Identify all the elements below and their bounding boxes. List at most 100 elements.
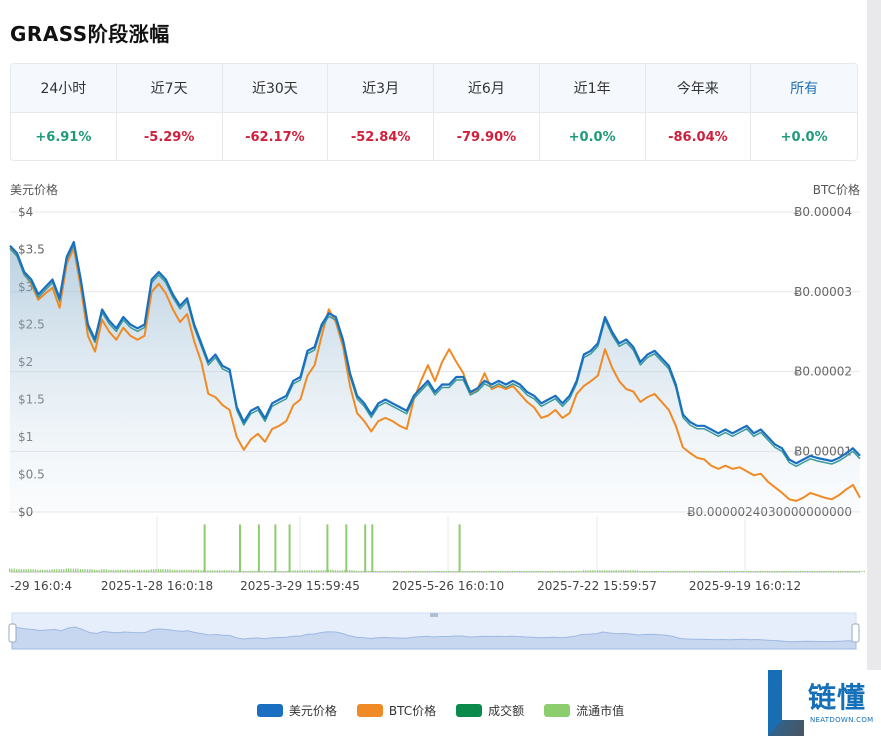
legend-item[interactable]: 美元价格 <box>256 702 337 719</box>
market-cap-bar <box>514 570 516 572</box>
market-cap-bar <box>811 570 813 572</box>
period-change-1: -5.29% <box>117 113 223 160</box>
market-cap-bar <box>825 570 828 572</box>
market-cap-bar <box>679 570 681 572</box>
market-cap-bar <box>301 570 303 572</box>
market-cap-bar <box>717 570 719 572</box>
market-cap-bar <box>785 570 787 572</box>
market-cap-bar <box>537 570 539 572</box>
market-cap-bar <box>323 570 325 572</box>
period-tab-5[interactable]: 近1年 <box>539 64 646 113</box>
market-cap-bar <box>604 570 606 572</box>
market-cap-bar <box>34 569 37 572</box>
period-tab-6[interactable]: 今年来 <box>645 64 752 113</box>
market-cap-bar <box>426 570 429 572</box>
period-tab-7[interactable]: 所有 <box>751 64 857 113</box>
market-cap-bar <box>613 570 615 572</box>
market-cap-bar <box>339 570 341 572</box>
market-cap-bar <box>445 570 447 572</box>
market-cap-bar <box>16 569 18 572</box>
market-cap-bar <box>466 570 469 572</box>
market-cap-bar <box>559 570 561 572</box>
market-cap-bar <box>294 570 296 572</box>
market-cap-bar <box>691 570 693 572</box>
market-cap-bar <box>519 570 521 572</box>
market-cap-bar <box>441 570 443 572</box>
period-change-value: +0.0% <box>780 130 828 145</box>
market-cap-bar <box>788 570 790 572</box>
market-cap-bar <box>684 570 686 572</box>
market-cap-bar <box>750 570 752 572</box>
volume-bars <box>9 516 865 573</box>
market-cap-bar <box>821 570 823 572</box>
market-cap-bar <box>155 569 157 572</box>
market-cap-bar <box>245 570 247 572</box>
market-cap-bar <box>84 569 86 572</box>
market-cap-spike-bar <box>257 524 260 572</box>
market-cap-bar <box>736 570 738 572</box>
y-tick-label-right: Ƀ0.00004 <box>794 205 852 219</box>
market-cap-bar <box>580 570 582 572</box>
legend-item[interactable]: BTC价格 <box>356 702 436 719</box>
market-cap-bar <box>11 568 13 572</box>
market-cap-bar <box>44 569 46 572</box>
market-cap-bar <box>721 570 724 572</box>
market-cap-bar <box>802 570 804 572</box>
market-cap-bar <box>592 570 594 572</box>
market-cap-bar <box>193 569 195 572</box>
x-tick-label: 2025-9-19 16:0:12 <box>689 579 801 593</box>
market-cap-bar <box>233 570 235 572</box>
market-cap-bar <box>247 570 249 572</box>
scrollbar-track[interactable] <box>867 0 881 670</box>
market-cap-bar <box>150 569 152 572</box>
y-tick-label-right: Ƀ0.00003 <box>794 285 852 299</box>
market-cap-bar <box>511 570 514 572</box>
period-tab-2[interactable]: 近30天 <box>222 64 329 113</box>
market-cap-bar <box>27 569 29 572</box>
market-cap-bar <box>393 570 395 572</box>
period-change-value: -52.84% <box>350 130 411 145</box>
market-cap-bar <box>729 570 731 572</box>
market-cap-bar <box>816 570 818 572</box>
usd-area <box>10 242 860 512</box>
period-tab-1[interactable]: 近7天 <box>116 64 223 113</box>
market-cap-bar <box>174 569 176 572</box>
market-cap-bar <box>228 570 230 572</box>
market-cap-bar <box>681 570 684 572</box>
market-cap-bar <box>131 569 133 572</box>
price-chart[interactable]: 美元价格 BTC价格 $0$0.5$1$1.5$2$2.5$3$3.5$4 Ƀ0… <box>0 0 881 660</box>
market-cap-bar <box>705 570 707 572</box>
market-cap-bar <box>696 570 698 572</box>
zoom-handle-right[interactable] <box>851 623 860 643</box>
market-cap-bar <box>575 570 577 572</box>
market-cap-bar <box>351 570 353 572</box>
period-tab-4[interactable]: 近6月 <box>434 64 540 113</box>
market-cap-spike-bar <box>239 524 241 572</box>
market-cap-bar <box>37 569 39 572</box>
market-cap-bar <box>733 570 735 572</box>
market-cap-bar <box>540 570 542 572</box>
market-cap-bar <box>561 570 563 572</box>
market-cap-bar <box>299 570 301 572</box>
market-cap-bar <box>724 570 726 572</box>
market-cap-bar <box>13 568 15 572</box>
market-cap-bar <box>797 570 799 572</box>
market-cap-bar <box>391 570 393 572</box>
period-change-5: +0.0% <box>540 113 646 160</box>
market-cap-bar <box>108 569 110 572</box>
market-cap-bar <box>828 570 830 572</box>
legend-item[interactable]: 流通市值 <box>544 702 624 719</box>
market-cap-bar <box>207 570 209 572</box>
period-change-4: -79.90% <box>434 113 540 160</box>
market-cap-bar <box>249 570 251 572</box>
market-cap-bar <box>469 570 471 572</box>
period-tab-3[interactable]: 近3月 <box>328 64 434 113</box>
legend-item[interactable]: 成交额 <box>456 702 524 719</box>
market-cap-bar <box>549 570 551 572</box>
market-cap-bar <box>287 570 289 572</box>
zoom-slider-grip[interactable] <box>430 613 438 617</box>
zoom-handle-left[interactable] <box>8 623 17 643</box>
market-cap-bar <box>488 570 490 572</box>
market-cap-bar <box>9 568 11 572</box>
period-tab-0[interactable]: 24小时 <box>11 64 117 113</box>
